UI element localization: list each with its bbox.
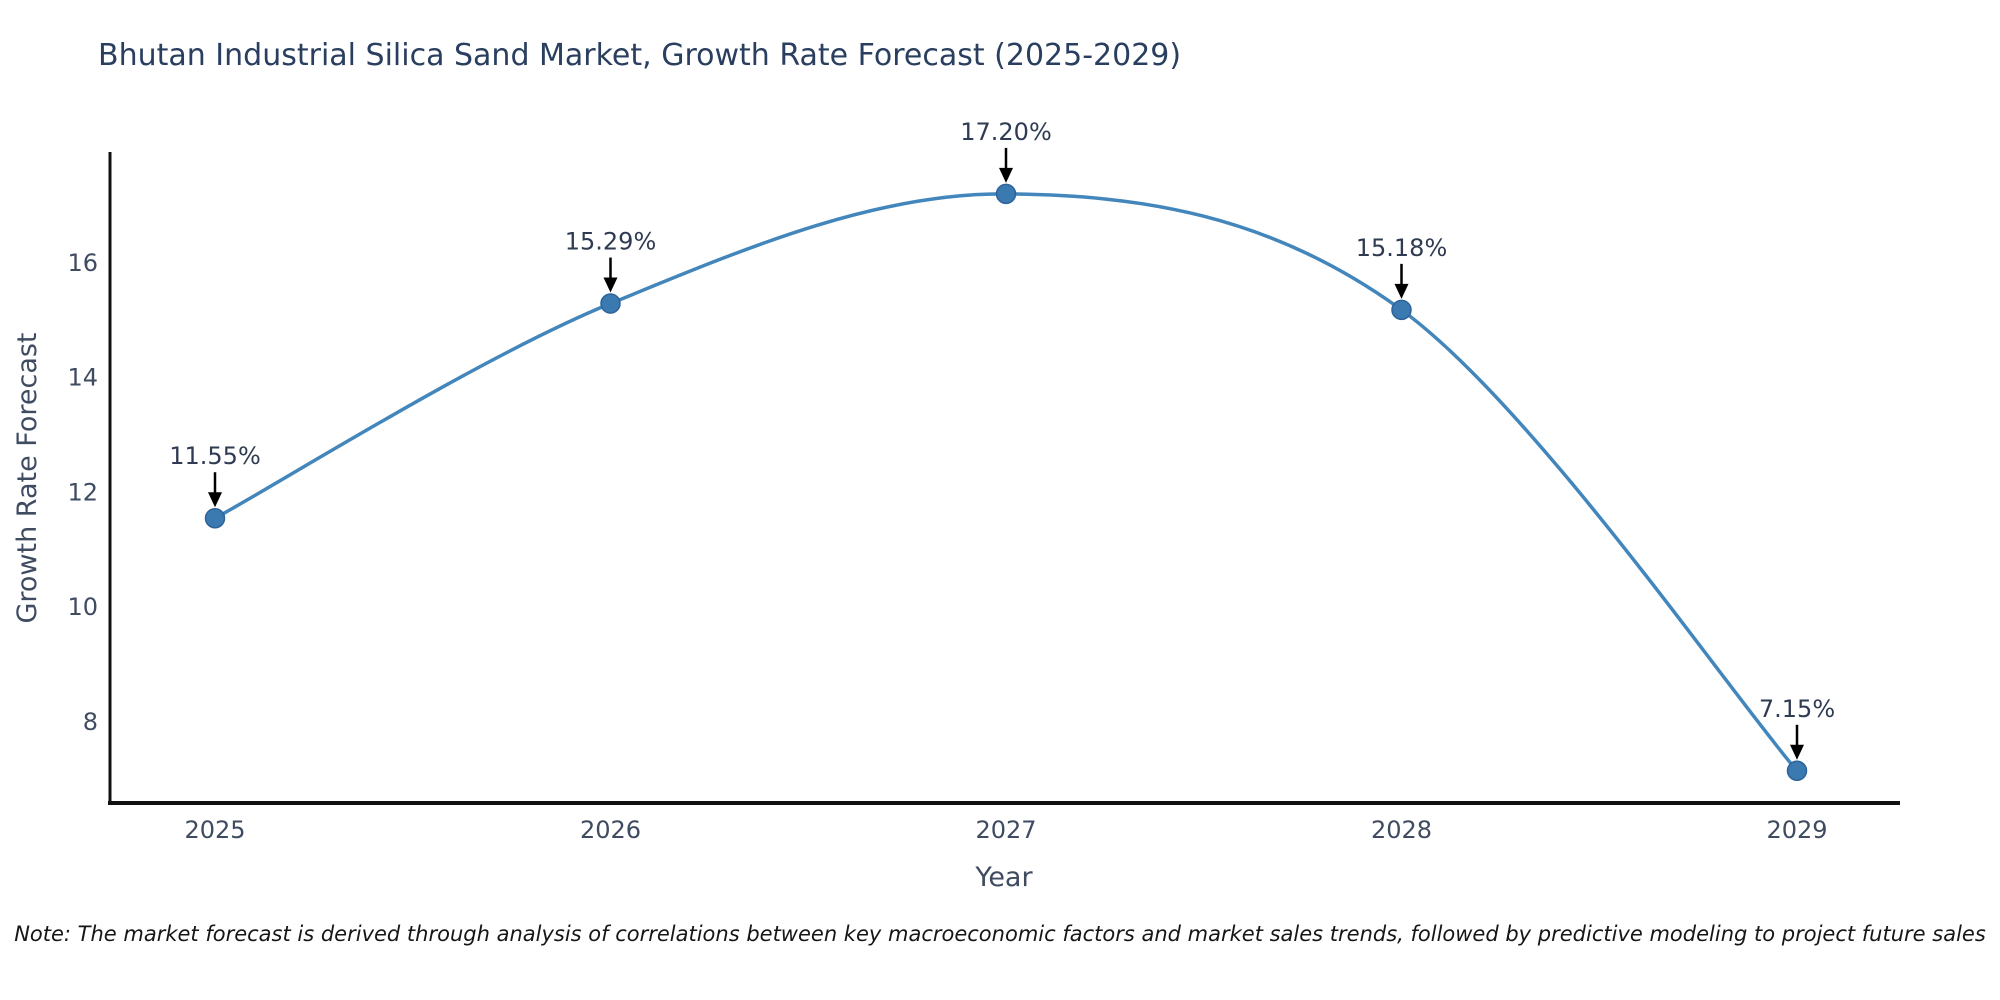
annotation-arrowhead xyxy=(1790,744,1804,760)
x-tick-label: 2025 xyxy=(184,816,245,844)
x-tick-label: 2028 xyxy=(1371,816,1432,844)
point-annotation: 17.20% xyxy=(960,118,1052,146)
annotation-arrowhead xyxy=(999,167,1013,183)
y-axis-title: Growth Rate Forecast xyxy=(12,332,43,623)
y-tick-label: 12 xyxy=(67,478,98,506)
y-tick-label: 14 xyxy=(67,364,98,392)
data-point-marker xyxy=(1391,299,1412,321)
data-point-marker xyxy=(204,507,226,529)
annotation-arrowhead xyxy=(1394,283,1409,299)
chart-title: Bhutan Industrial Silica Sand Market, Gr… xyxy=(98,38,1182,73)
data-point-marker xyxy=(1786,760,1808,782)
point-annotation: 7.15% xyxy=(1759,695,1835,723)
point-annotation: 11.55% xyxy=(169,442,261,470)
data-point-marker xyxy=(995,183,1017,205)
x-tick-label: 2026 xyxy=(580,816,641,844)
y-tick-label: 8 xyxy=(83,708,98,736)
x-tick-label: 2027 xyxy=(975,816,1036,844)
data-point-marker xyxy=(600,293,621,314)
chart-footnote: Note: The market forecast is derived thr… xyxy=(14,922,1986,946)
y-tick-label: 16 xyxy=(67,249,98,277)
x-axis-title: Year xyxy=(974,862,1033,893)
y-tick-label: 10 xyxy=(67,593,98,621)
x-tick-label: 2029 xyxy=(1766,816,1827,844)
chart-line xyxy=(213,192,1799,773)
point-annotation: 15.18% xyxy=(1356,234,1448,262)
annotation-arrowhead xyxy=(603,277,618,293)
point-annotation: 15.29% xyxy=(565,228,657,256)
annotation-arrowhead xyxy=(208,492,222,508)
